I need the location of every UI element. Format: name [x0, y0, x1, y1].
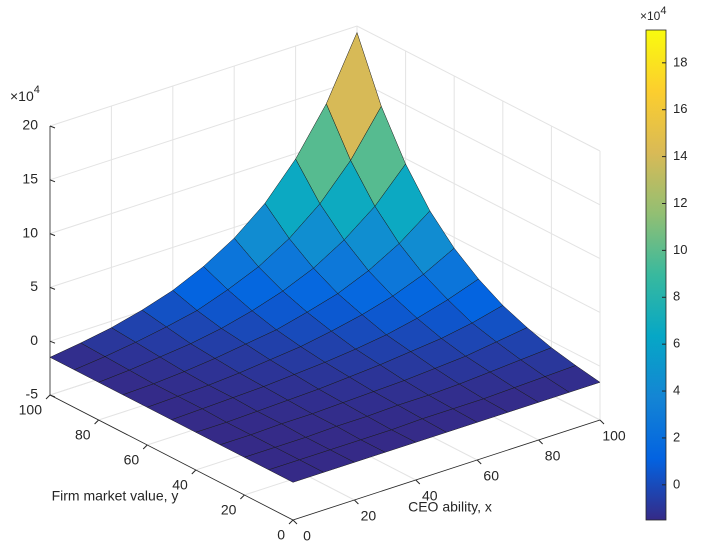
y-tick	[94, 419, 99, 425]
z-tick	[49, 233, 56, 237]
surface	[49, 32, 601, 483]
y-tick	[240, 494, 245, 500]
x-tick-label: 80	[545, 448, 561, 464]
z-tick	[49, 286, 56, 290]
z-tick-label: 0	[30, 332, 38, 348]
x-tick	[538, 439, 543, 445]
x-tick-label: 100	[602, 428, 626, 444]
grid-line	[49, 25, 601, 152]
x-tick	[415, 479, 421, 485]
colorbar-tick-label: 4	[673, 382, 680, 397]
colorbar-tick-label: 8	[673, 289, 680, 304]
x-tick-label: 20	[361, 508, 377, 524]
x-tick	[599, 419, 605, 425]
surface-patch	[268, 459, 324, 483]
z-tick	[49, 125, 56, 129]
z-tick	[49, 394, 56, 398]
z-tick-label: 10	[22, 224, 38, 240]
colorbar-multiplier: ×104	[640, 5, 666, 23]
y-tick-label: 80	[75, 427, 91, 443]
y-tick-label: 20	[221, 502, 237, 518]
z-tick-label: 5	[30, 278, 38, 294]
y-axis-label: Firm market value, y	[52, 488, 179, 504]
x-axis-label: CEO ability, x	[408, 499, 492, 515]
z-tick	[49, 340, 56, 344]
y-tick	[45, 394, 51, 400]
colorbar	[645, 29, 667, 521]
x-tick-label: 40	[422, 488, 438, 504]
z-tick-label: 20	[22, 117, 38, 133]
z-tick-label: -5	[26, 386, 39, 402]
y-tick-label: 0	[277, 527, 285, 543]
x-tick	[354, 499, 359, 505]
colorbar-tick-label: 2	[673, 429, 680, 444]
colorbar-multiplier-power: 4	[660, 5, 666, 17]
y-tick-label: 40	[172, 477, 188, 493]
x-tick-label: 0	[303, 528, 311, 544]
colorbar-tick-label: 12	[673, 195, 687, 210]
x-tick	[292, 519, 298, 525]
x-tick-label: 60	[483, 468, 499, 484]
colorbar-multiplier-base: ×10	[640, 9, 661, 23]
y-tick	[288, 519, 294, 525]
colorbar-tick-label: 14	[673, 148, 687, 163]
z-multiplier-power: 4	[34, 84, 40, 96]
y-tick	[142, 444, 148, 450]
x-tick	[476, 459, 482, 465]
y-tick	[191, 469, 197, 475]
y-tick-label: 100	[19, 402, 43, 418]
y-tick-label: 60	[124, 452, 140, 468]
colorbar-tick-label: 10	[673, 242, 687, 257]
z-multiplier-base: ×10	[10, 88, 34, 104]
axis-line	[292, 419, 601, 521]
axis-line	[49, 394, 294, 521]
z-tick	[49, 179, 56, 183]
z-tick-label: 15	[22, 171, 38, 187]
colorbar-tick-label: 18	[673, 54, 687, 69]
colorbar-tick-label: 16	[673, 101, 687, 116]
colorbar-tick-label: 0	[673, 476, 680, 491]
z-multiplier: ×104	[10, 84, 40, 104]
colorbar-tick-label: 6	[673, 336, 680, 351]
